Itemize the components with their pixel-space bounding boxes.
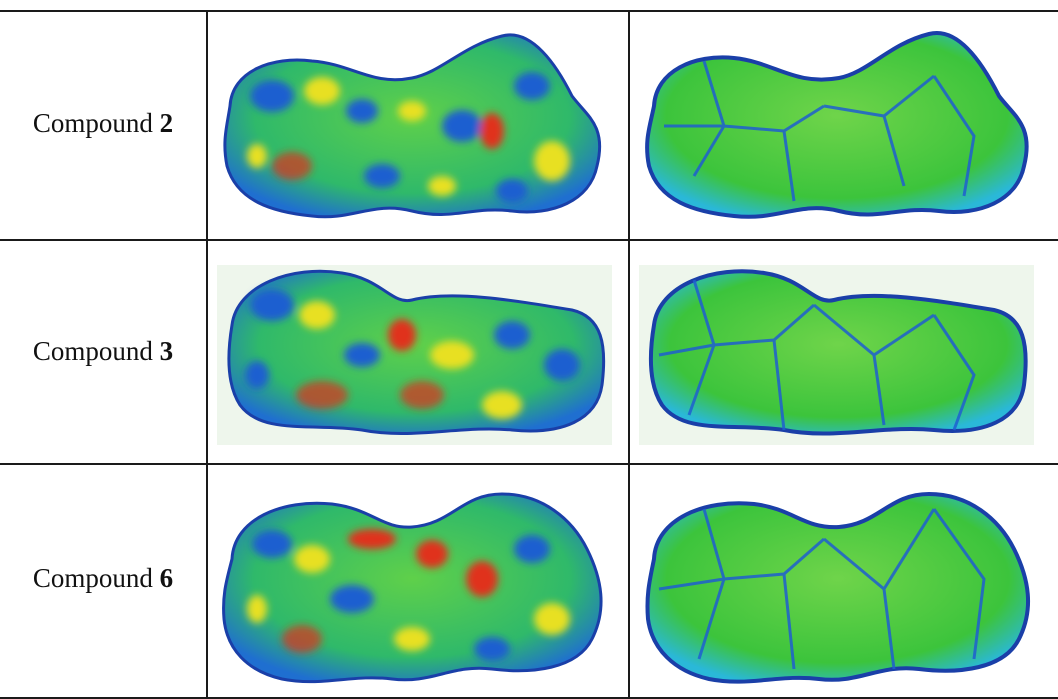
row-label-text: Compound xyxy=(32,563,160,593)
row-label-text: Compound xyxy=(32,336,160,366)
table-top-border xyxy=(0,10,1058,12)
dnorm-surface-compound-6 xyxy=(212,469,624,695)
table-bottom-border xyxy=(0,697,1058,699)
row-divider-1 xyxy=(0,239,1058,241)
curvedness-surface-compound-3 xyxy=(634,245,1054,459)
row-divider-2 xyxy=(0,463,1058,465)
curvedness-surface-compound-6 xyxy=(634,469,1054,695)
row-label-compound-3: Compound 3 xyxy=(0,336,206,367)
column-divider-1 xyxy=(206,10,208,699)
curvedness-surface-compound-2 xyxy=(634,16,1054,236)
compound-number: 3 xyxy=(159,336,174,366)
column-divider-2 xyxy=(628,10,630,699)
row-label-text: Compound xyxy=(32,108,160,138)
dnorm-surface-compound-2 xyxy=(212,16,624,236)
compound-number: 6 xyxy=(159,563,174,593)
compound-number: 2 xyxy=(159,108,174,138)
row-label-compound-2: Compound 2 xyxy=(0,108,206,139)
row-label-compound-6: Compound 6 xyxy=(0,563,206,594)
dnorm-surface-compound-3 xyxy=(212,245,624,459)
